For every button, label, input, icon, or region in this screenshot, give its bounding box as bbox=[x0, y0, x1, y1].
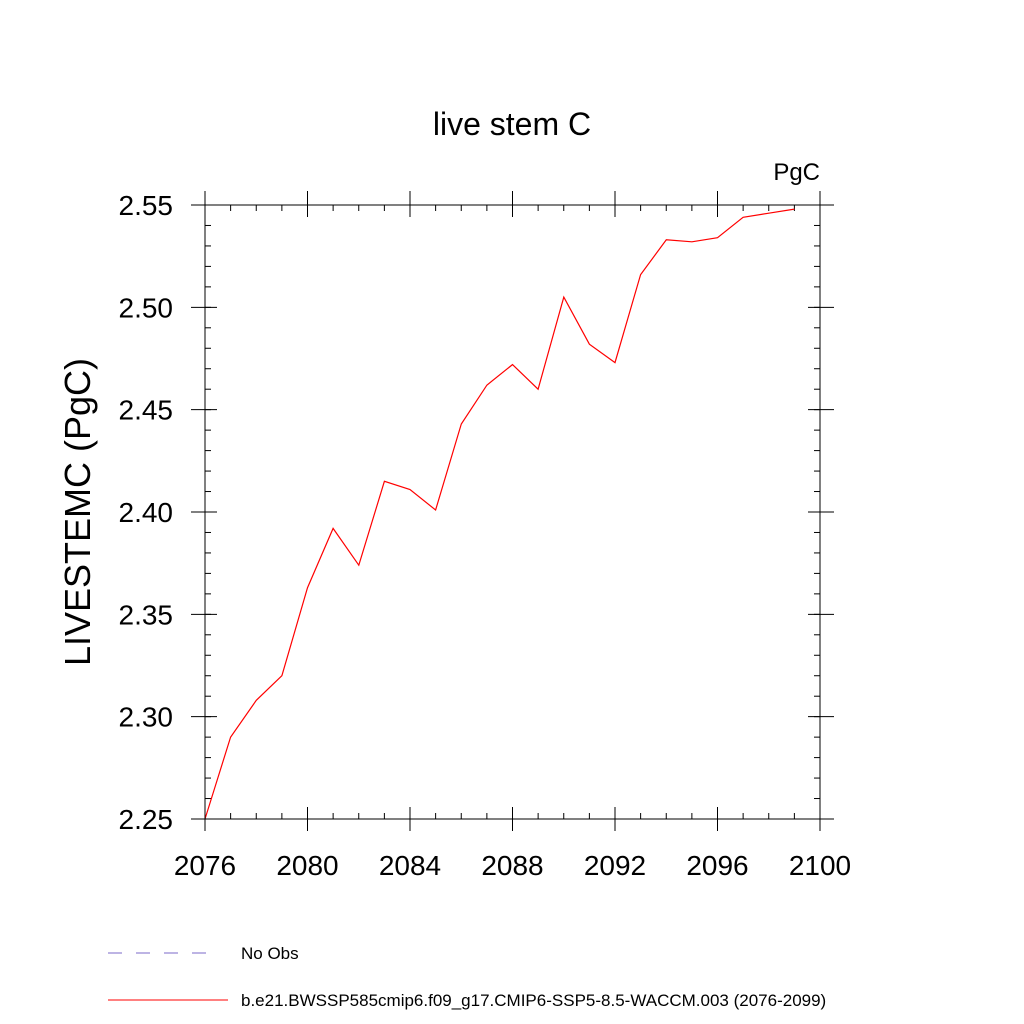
chart-title: live stem C bbox=[433, 106, 591, 142]
y-tick-label: 2.30 bbox=[119, 702, 174, 733]
x-tick-label: 2100 bbox=[789, 850, 851, 881]
y-axis-label: LIVESTEMC (PgC) bbox=[57, 358, 98, 666]
x-tick-label: 2084 bbox=[379, 850, 441, 881]
x-tick-label: 2096 bbox=[686, 850, 748, 881]
minor-ticks bbox=[204, 204, 821, 820]
y-tick-label: 2.35 bbox=[119, 599, 174, 630]
major-ticks bbox=[191, 191, 834, 831]
x-tick-label: 2080 bbox=[276, 850, 338, 881]
legend-label-model: b.e21.BWSSP585cmip6.f09_g17.CMIP6-SSP5-8… bbox=[241, 991, 826, 1010]
y-tick-label: 2.25 bbox=[119, 804, 174, 835]
plot-frame bbox=[204, 204, 821, 820]
y-tick-label: 2.50 bbox=[119, 292, 174, 323]
x-tick-label: 2092 bbox=[584, 850, 646, 881]
x-tick-label: 2076 bbox=[174, 850, 236, 881]
y-tick-label: 2.55 bbox=[119, 190, 174, 221]
series-layer bbox=[204, 208, 795, 820]
legend-label-no-obs: No Obs bbox=[241, 944, 299, 963]
y-tick-labels: 2.25 2.30 2.35 2.40 2.45 2.50 2.55 bbox=[119, 190, 174, 835]
series-line bbox=[204, 208, 795, 820]
y-tick-label: 2.45 bbox=[119, 395, 174, 426]
x-tick-labels: 2076 2080 2084 2088 2092 2096 2100 bbox=[174, 850, 851, 881]
legend: No Obs b.e21.BWSSP585cmip6.f09_g17.CMIP6… bbox=[108, 944, 826, 1010]
y-tick-label: 2.40 bbox=[119, 497, 174, 528]
units-label: PgC bbox=[773, 159, 820, 186]
x-tick-label: 2088 bbox=[481, 850, 543, 881]
